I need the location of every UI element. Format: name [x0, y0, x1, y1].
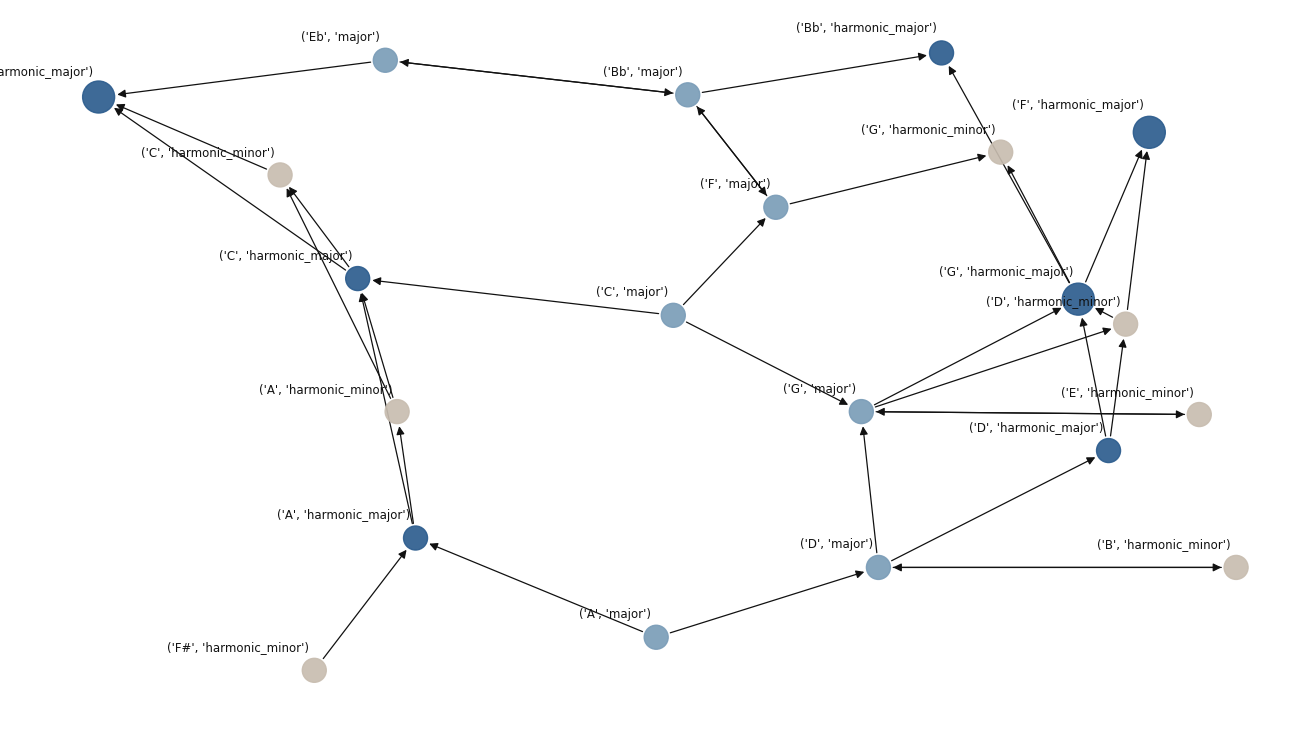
Text: ('A', 'harmonic_minor'): ('A', 'harmonic_minor') [259, 383, 392, 395]
Text: ('Bb', 'major'): ('Bb', 'major') [604, 66, 682, 79]
Circle shape [989, 140, 1013, 164]
Text: ('G', 'harmonic_major'): ('G', 'harmonic_major') [939, 266, 1073, 279]
Circle shape [1063, 283, 1094, 315]
Text: ('G', 'harmonic_minor'): ('G', 'harmonic_minor') [861, 123, 995, 136]
Circle shape [268, 163, 292, 187]
Text: ('Bb', 'harmonic_major'): ('Bb', 'harmonic_major') [796, 22, 936, 35]
Circle shape [661, 304, 685, 327]
Text: ('F', 'major'): ('F', 'major') [700, 179, 771, 191]
Circle shape [1134, 116, 1165, 148]
Text: ('F', 'harmonic_major'): ('F', 'harmonic_major') [1013, 99, 1144, 112]
Circle shape [764, 196, 788, 219]
Circle shape [373, 49, 397, 72]
Circle shape [676, 83, 700, 107]
Circle shape [849, 400, 873, 423]
Text: ('E', 'harmonic_minor'): ('E', 'harmonic_minor') [1061, 386, 1194, 398]
Circle shape [1097, 439, 1120, 462]
Circle shape [1187, 403, 1211, 426]
Text: ('Eb', 'harmonic_major'): ('Eb', 'harmonic_major') [0, 66, 93, 79]
Text: ('D', 'harmonic_minor'): ('D', 'harmonic_minor') [986, 295, 1120, 308]
Text: ('B', 'harmonic_minor'): ('B', 'harmonic_minor') [1098, 539, 1231, 551]
Text: ('C', 'harmonic_major'): ('C', 'harmonic_major') [220, 250, 352, 262]
Text: ('C', 'major'): ('C', 'major') [596, 287, 668, 299]
Circle shape [644, 625, 668, 649]
Circle shape [83, 81, 114, 113]
Circle shape [404, 526, 427, 550]
Text: ('D', 'harmonic_major'): ('D', 'harmonic_major') [969, 422, 1103, 434]
Circle shape [867, 556, 890, 579]
Text: ('A', 'major'): ('A', 'major') [579, 609, 651, 621]
Text: ('D', 'major'): ('D', 'major') [801, 539, 873, 551]
Text: ('Eb', 'major'): ('Eb', 'major') [301, 32, 380, 44]
Circle shape [302, 659, 326, 682]
Text: ('G', 'major'): ('G', 'major') [784, 383, 856, 395]
Circle shape [1114, 312, 1137, 336]
Circle shape [346, 267, 370, 290]
Circle shape [1224, 556, 1248, 579]
Text: ('C', 'harmonic_minor'): ('C', 'harmonic_minor') [141, 146, 275, 159]
Circle shape [930, 41, 953, 65]
Text: ('A', 'harmonic_major'): ('A', 'harmonic_major') [277, 509, 410, 522]
Circle shape [385, 400, 409, 423]
Text: ('F#', 'harmonic_minor'): ('F#', 'harmonic_minor') [167, 642, 309, 654]
